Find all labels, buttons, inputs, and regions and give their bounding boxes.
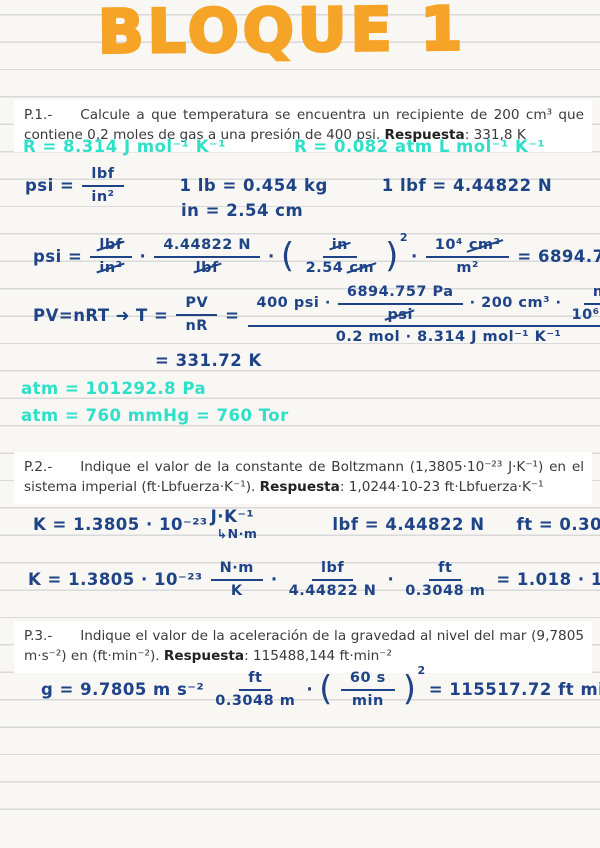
work-line-psi-definition: psi = lbf in² 1 lb = 0.454 kg 1 lbf = 4.4482… — [25, 166, 553, 205]
work-line-boltzmann-value: K = 1.3805 · 10⁻²³ J·K⁻¹ ↳N·m lbf = 4.44822… — [33, 507, 600, 541]
problem-3-answer-label: Respuesta — [163, 648, 245, 665]
work-line-atm-mmhg: atm = 760 mmHg = 760 Tor — [21, 406, 289, 425]
problem-1-text: Calcule a que temperatura se encuentra u… — [24, 107, 584, 144]
work-line-inch-conversion: in = 2.54 cm — [181, 201, 304, 220]
work-line-atm-pascal: atm = 101292.8 Pa — [21, 379, 207, 398]
problem-1-answer-label: Respuesta — [384, 127, 465, 144]
problem-3-text: Indique el valor de la aceleración de la… — [24, 628, 584, 665]
problem-1-statement: P.1.- Calcule a que temperatura se encuen… — [14, 100, 592, 152]
page-title: BLOQUE 1 — [96, 0, 468, 69]
problem-2-answer-label: Respuesta — [259, 479, 340, 496]
problem-3-id: P.3.- — [24, 628, 53, 644]
work-line-ideal-gas-law: PV=nRT ➜ T = PV nR = 400 psi · 6894.757 Pa psi · … — [30, 284, 600, 346]
problem-3-statement: P.3.- Indique el valor de la aceleración … — [14, 621, 592, 673]
work-line-boltzmann-conversion: K = 1.3805 · 10⁻²³ N·m K · lbf 4.44822 N · ft 0.… — [28, 560, 600, 599]
problem-3-answer: : 115488,144 ft·min⁻² — [244, 648, 392, 665]
work-line-gas-constants: R = 8.314 J mol⁻¹ K⁻¹ R = 0.082 atm L mol… — [23, 137, 546, 156]
work-line-gravity-conversion: g = 9.7805 m s⁻² ft 0.3048 m ·(60 s min) 2 = 1… — [41, 664, 600, 710]
problem-2-id: P.2.- — [24, 459, 53, 475]
problem-1-answer: : 331,8 K — [464, 127, 526, 144]
problem-1-id: P.1.- — [24, 107, 53, 123]
problem-2-text: Indique el valor de la constante de Bolt… — [24, 459, 584, 496]
work-line-temperature-result: = 331.72 K — [155, 351, 262, 370]
problem-2-answer: : 1,0244·10-23 ft·Lbfuerza·K⁻¹ — [339, 479, 544, 496]
problem-2-statement: P.2.- Indique el valor de la constante de… — [14, 452, 592, 504]
